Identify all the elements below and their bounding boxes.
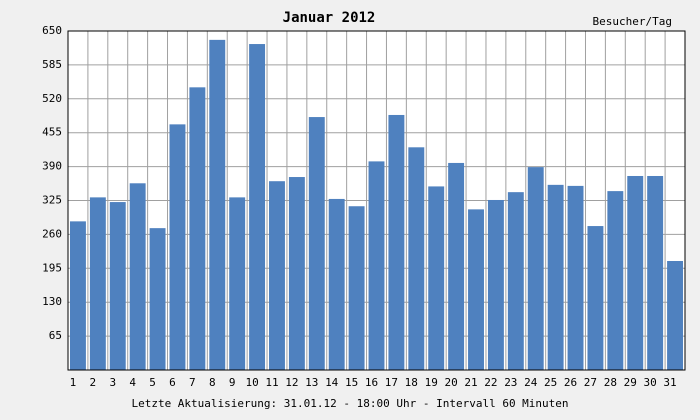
x-tick-label: 29 xyxy=(624,376,637,389)
bar xyxy=(448,162,465,370)
y-tick-label: 390 xyxy=(42,160,62,173)
bar xyxy=(468,209,484,370)
x-tick-label: 18 xyxy=(405,376,418,389)
x-tick-label: 3 xyxy=(109,376,116,389)
x-tick-label: 28 xyxy=(604,376,617,389)
y-tick-label: 65 xyxy=(49,329,62,342)
x-tick-label: 22 xyxy=(484,376,497,389)
bar xyxy=(348,206,365,370)
y-tick-label: 325 xyxy=(42,194,62,207)
x-tick-label: 4 xyxy=(129,376,136,389)
x-tick-label: 30 xyxy=(644,376,657,389)
bar xyxy=(527,167,544,370)
bar xyxy=(667,260,684,370)
x-tick-label: 21 xyxy=(464,376,477,389)
plot-border xyxy=(67,30,686,371)
y-axis-label: Besucher/Tag xyxy=(593,15,672,28)
y-tick-label: 195 xyxy=(42,261,62,274)
bar xyxy=(189,87,206,370)
x-tick-label: 10 xyxy=(245,376,258,389)
x-tick-label: 27 xyxy=(584,376,597,389)
bar xyxy=(428,186,445,370)
x-tick-label: 13 xyxy=(305,376,318,389)
y-tick-label: 260 xyxy=(42,227,62,240)
x-tick-label: 2 xyxy=(90,376,97,389)
bar xyxy=(647,175,664,370)
y-tick-label: 585 xyxy=(42,58,62,71)
y-tick-label: 520 xyxy=(42,92,62,105)
x-tick-label: 17 xyxy=(385,376,398,389)
x-tick-label: 25 xyxy=(544,376,557,389)
bar xyxy=(627,175,644,370)
bar xyxy=(507,192,524,370)
bar xyxy=(229,197,246,370)
x-tick-label: 1 xyxy=(70,376,77,389)
footer: Letzte Aktualisierung: 31.01.12 - 18:00 … xyxy=(131,397,568,410)
bar xyxy=(547,184,564,370)
x-tick-label: 11 xyxy=(265,376,278,389)
x-tick-label: 16 xyxy=(365,376,378,389)
bar xyxy=(269,181,285,370)
bar xyxy=(109,202,126,370)
bar xyxy=(209,39,226,371)
bar xyxy=(388,114,405,371)
bar xyxy=(308,117,325,370)
x-tick-label: 6 xyxy=(169,376,176,389)
x-tick-label: 7 xyxy=(189,376,196,389)
bar xyxy=(607,191,624,370)
bar xyxy=(149,228,166,370)
x-tick-label: 8 xyxy=(209,376,216,389)
x-tick-label: 31 xyxy=(663,376,676,389)
bar xyxy=(169,124,186,371)
x-tick-label: 26 xyxy=(564,376,577,389)
x-tick-label: 14 xyxy=(325,376,339,389)
x-tick-label: 24 xyxy=(524,376,538,389)
x-tick-label: 12 xyxy=(285,376,298,389)
bar xyxy=(408,147,425,370)
x-tick-label: 9 xyxy=(229,376,236,389)
bar xyxy=(288,177,305,370)
bar xyxy=(368,161,385,370)
x-tick-label: 5 xyxy=(149,376,156,389)
bar xyxy=(487,199,504,370)
x-tick-label: 19 xyxy=(425,376,438,389)
x-tick-label: 23 xyxy=(504,376,517,389)
bar xyxy=(328,198,345,370)
x-tick-label: 15 xyxy=(345,376,358,389)
bar xyxy=(69,221,86,370)
bar xyxy=(129,183,146,370)
y-tick-label: 130 xyxy=(42,295,62,308)
bar xyxy=(587,226,604,370)
chart-title: Januar 2012 xyxy=(283,10,376,26)
y-tick-label: 455 xyxy=(42,126,62,139)
bar xyxy=(89,197,106,370)
y-tick-label: 650 xyxy=(42,24,62,37)
bar xyxy=(249,44,266,371)
bar xyxy=(567,185,584,370)
x-tick-label: 20 xyxy=(444,376,457,389)
